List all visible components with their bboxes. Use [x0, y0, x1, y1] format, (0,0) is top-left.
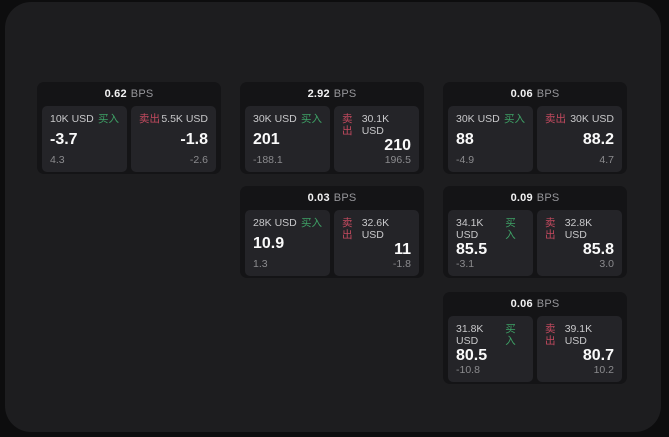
quote-card: 0.09 BPS 34.1K USD 买入 85.5 -3.1 卖出 32.8K…: [443, 186, 627, 278]
bps-value: 0.03: [307, 192, 330, 204]
sell-tag: 卖出: [342, 113, 353, 137]
sell-price: 85.8: [582, 241, 614, 258]
bps-header: 0.09 BPS: [443, 186, 627, 210]
bps-unit-label: BPS: [333, 192, 357, 204]
quote-card: 0.06 BPS 30K USD 买入 88 -4.9 卖出 30K USD 8…: [443, 82, 627, 174]
buy-price: -3.7: [50, 131, 78, 148]
sell-tag: 卖出: [342, 217, 353, 241]
bps-value: 0.06: [510, 298, 533, 310]
sell-amount: 5.5K USD: [161, 113, 208, 125]
bps-unit-label: BPS: [536, 192, 560, 204]
sell-amount: 32.6K USD: [361, 217, 390, 241]
quote-card: 0.03 BPS 28K USD 买入 10.9 1.3 卖出 32.6K US…: [240, 186, 424, 278]
buy-panel[interactable]: 10K USD 买入 -3.7 4.3: [42, 106, 127, 172]
buy-amount: 28K USD: [253, 217, 297, 229]
bps-unit-label: BPS: [130, 88, 154, 100]
buy-delta: 4.3: [50, 154, 65, 166]
bps-value: 0.06: [510, 88, 533, 100]
bps-unit-label: BPS: [536, 298, 560, 310]
buy-tag: 买入: [505, 217, 516, 241]
buy-amount: 10K USD: [50, 113, 94, 125]
quote-card: 0.62 BPS 10K USD 买入 -3.7 4.3 卖出 5.5K USD…: [37, 82, 221, 174]
buy-delta: -10.8: [456, 364, 480, 376]
buy-delta: -188.1: [253, 154, 283, 166]
buy-amount: 34.1K USD: [456, 217, 484, 241]
buy-tag: 买入: [505, 323, 516, 347]
sell-panel[interactable]: 卖出 30K USD 88.2 4.7: [537, 106, 622, 172]
sell-panel[interactable]: 卖出 32.8K USD 85.8 3.0: [537, 210, 622, 276]
quote-card: 0.06 BPS 31.8K USD 买入 80.5 -10.8 卖出 39.1…: [443, 292, 627, 384]
sell-delta: -2.6: [189, 154, 208, 166]
buy-tag: 买入: [504, 113, 525, 125]
buy-delta: -4.9: [456, 154, 475, 166]
sell-amount: 30K USD: [570, 113, 614, 125]
sell-price: 210: [384, 137, 411, 154]
bps-header: 0.03 BPS: [240, 186, 424, 210]
sell-price: 11: [394, 241, 411, 258]
buy-price: 88: [456, 131, 474, 148]
sell-delta: -1.8: [392, 258, 411, 270]
buy-price: 10.9: [253, 235, 285, 252]
quote-card: 2.92 BPS 30K USD 买入 201 -188.1 卖出 30.1K …: [240, 82, 424, 174]
sell-tag: 卖出: [545, 113, 566, 125]
sell-tag: 卖出: [545, 323, 556, 347]
sell-panel[interactable]: 卖出 30.1K USD 210 196.5: [334, 106, 419, 172]
sell-tag: 卖出: [139, 113, 160, 125]
buy-delta: -3.1: [456, 258, 475, 270]
sell-amount: 32.8K USD: [564, 217, 593, 241]
sell-panel[interactable]: 卖出 5.5K USD -1.8 -2.6: [131, 106, 216, 172]
buy-amount: 30K USD: [253, 113, 297, 125]
buy-price: 80.5: [456, 347, 488, 364]
sell-delta: 10.2: [593, 364, 614, 376]
sell-price: 80.7: [582, 347, 614, 364]
sell-delta: 4.7: [599, 154, 614, 166]
bps-header: 2.92 BPS: [240, 82, 424, 106]
sell-delta: 3.0: [599, 258, 614, 270]
buy-tag: 买入: [301, 217, 322, 229]
sell-panel[interactable]: 卖出 32.6K USD 11 -1.8: [334, 210, 419, 276]
buy-delta: 1.3: [253, 258, 268, 270]
buy-panel[interactable]: 30K USD 买入 201 -188.1: [245, 106, 330, 172]
sell-panel[interactable]: 卖出 39.1K USD 80.7 10.2: [537, 316, 622, 382]
buy-tag: 买入: [98, 113, 119, 125]
buy-panel[interactable]: 30K USD 买入 88 -4.9: [448, 106, 533, 172]
sell-amount: 39.1K USD: [564, 323, 593, 347]
bps-unit-label: BPS: [536, 88, 560, 100]
sell-delta: 196.5: [384, 154, 411, 166]
bps-value: 2.92: [307, 88, 330, 100]
bps-header: 0.62 BPS: [37, 82, 221, 106]
buy-panel[interactable]: 28K USD 买入 10.9 1.3: [245, 210, 330, 276]
buy-panel[interactable]: 31.8K USD 买入 80.5 -10.8: [448, 316, 533, 382]
buy-panel[interactable]: 34.1K USD 买入 85.5 -3.1: [448, 210, 533, 276]
sell-price: -1.8: [180, 131, 208, 148]
bps-unit-label: BPS: [333, 88, 357, 100]
bps-header: 0.06 BPS: [443, 292, 627, 316]
bps-header: 0.06 BPS: [443, 82, 627, 106]
sell-tag: 卖出: [545, 217, 556, 241]
bps-value: 0.62: [104, 88, 127, 100]
buy-price: 85.5: [456, 241, 488, 258]
bps-value: 0.09: [510, 192, 533, 204]
buy-tag: 买入: [301, 113, 322, 125]
buy-amount: 31.8K USD: [456, 323, 484, 347]
buy-price: 201: [253, 131, 280, 148]
buy-amount: 30K USD: [456, 113, 500, 125]
sell-amount: 30.1K USD: [361, 113, 390, 137]
sell-price: 88.2: [582, 131, 614, 148]
